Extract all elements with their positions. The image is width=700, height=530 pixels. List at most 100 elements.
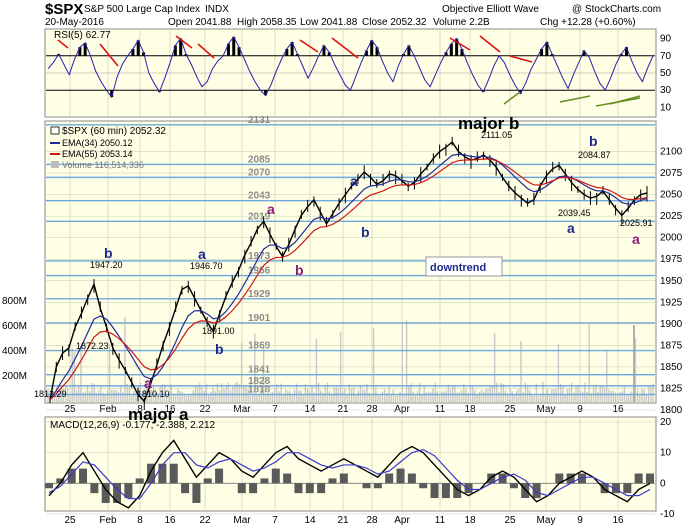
price-line — [49, 141, 648, 403]
downtrend-label: downtrend — [430, 262, 486, 274]
x-tick-label-top: 7 — [272, 404, 278, 415]
close-value: Close 2052.32 — [362, 17, 427, 28]
x-tick-label-top: Mar — [233, 404, 251, 415]
volume-swatch — [51, 161, 59, 168]
macd-histogram-bar — [215, 468, 224, 484]
rsi-tick-label: 70 — [660, 51, 672, 62]
price-tick-label: 2075 — [660, 168, 683, 179]
macd-histogram-bar — [509, 483, 518, 489]
wave-label-a-1: a — [198, 246, 206, 262]
price-tick-label: 1950 — [660, 276, 683, 287]
wave-label-a-3: a — [567, 220, 575, 236]
x-tick-label-bottom: 14 — [304, 515, 316, 526]
macd-histogram-bar — [373, 483, 382, 489]
macd-histogram-bar — [56, 478, 65, 484]
x-tick-label-top: 9 — [577, 404, 583, 415]
x-tick-label-top: 25 — [504, 404, 516, 415]
price-tick-label: 1800 — [660, 405, 683, 416]
macd-histogram-bar — [124, 483, 133, 499]
x-tick-label-bottom: May — [537, 515, 556, 526]
rsi-red-trendline — [449, 37, 471, 51]
wave-label-b-1: b — [104, 245, 113, 261]
rsi-line — [47, 35, 654, 99]
x-tick-label-bottom: 21 — [337, 515, 349, 526]
macd-histogram-bar — [271, 468, 280, 484]
x-tick-label-bottom: 7 — [272, 515, 278, 526]
macd-histogram-bar — [555, 473, 564, 484]
rsi-green-trendline — [609, 95, 641, 105]
macd-tick-label: 20 — [660, 417, 672, 428]
macd-histogram-bar — [169, 463, 178, 484]
x-tick-label-bottom: 9 — [577, 515, 583, 526]
level-label: 1901 — [248, 313, 271, 324]
x-tick-label-bottom: 16 — [164, 515, 176, 526]
wave-label-b-4: b — [589, 133, 598, 149]
price-tick-label: 2025 — [660, 211, 683, 222]
x-tick-label-bottom: 8 — [137, 515, 143, 526]
level-label: 2131 — [248, 115, 271, 126]
open-value: Open 2041.88 — [168, 17, 232, 28]
macd-histogram-bar — [453, 483, 462, 499]
major-b-label: major b — [458, 114, 519, 133]
volume-value: Volume 2.2B — [433, 17, 490, 28]
level-label: 1818 — [248, 384, 271, 395]
level-label: 1828 — [248, 376, 271, 387]
rsi-green-trendline — [503, 91, 521, 105]
price-label-1810: 1810.10 — [137, 389, 170, 399]
level-label: 1929 — [248, 289, 271, 300]
change-value: Chg +12.28 (+0.60%) — [540, 17, 636, 28]
macd-panel — [44, 416, 657, 512]
rsi-red-trendline — [331, 37, 359, 59]
rsi-red-trendline — [197, 43, 215, 59]
x-tick-label-top: Feb — [99, 404, 117, 415]
macd-histogram-bar — [283, 473, 292, 484]
x-tick-label-top: 11 — [435, 404, 446, 415]
price-tick-label: 1850 — [660, 362, 683, 373]
rsi-tick-label: 10 — [660, 102, 672, 113]
rsi-green-trendline — [559, 95, 591, 103]
rsi-tick-label: 50 — [660, 68, 672, 79]
price-label-2039: 2039.45 — [558, 208, 591, 218]
x-tick-label-bottom: 11 — [435, 515, 446, 526]
wave-label-a-2: a — [350, 173, 358, 189]
macd-histogram-bar — [577, 473, 586, 484]
ema55-legend: EMA(55) 2053.14 — [62, 149, 133, 159]
volume-tick-label: 800M — [2, 296, 27, 307]
macd-histogram-bar — [181, 483, 190, 494]
macd-tick-label: 0 — [660, 478, 666, 489]
macd-histogram-bar — [441, 483, 450, 499]
macd-histogram-bar — [339, 473, 348, 484]
macd-line — [48, 439, 651, 509]
x-tick-label-bottom: Apr — [394, 515, 410, 526]
macd-tick-label: -10 — [660, 509, 675, 520]
price-tick-label: 1875 — [660, 340, 683, 351]
x-tick-label-top: 14 — [304, 404, 316, 415]
macd-histogram-bar — [362, 483, 371, 489]
volume-tick-label: 400M — [2, 346, 27, 357]
level-label: 1841 — [248, 365, 271, 376]
price-tick-label: 2000 — [660, 233, 683, 244]
wave-label-b-2: b — [215, 341, 224, 357]
x-tick-label-top: 16 — [612, 404, 624, 415]
macd-histogram-bar — [67, 468, 76, 484]
rsi-red-trendline — [479, 35, 501, 53]
rsi-red-trendline — [175, 35, 193, 49]
wave-label-b-3: b — [361, 224, 370, 240]
level-label: 2019 — [248, 211, 271, 222]
x-tick-label-top: 22 — [199, 404, 211, 415]
price-label-2084: 2084.87 — [578, 150, 611, 160]
macd-histogram-bar — [328, 478, 337, 484]
x-tick-label-top: Apr — [394, 404, 410, 415]
macd-histogram-bar — [396, 468, 405, 484]
macd-histogram-bar — [498, 473, 507, 484]
macd-histogram-bar — [294, 483, 303, 494]
x-tick-label-bottom: 22 — [199, 515, 211, 526]
rsi-title: RSI(5) 62.77 — [54, 30, 111, 41]
x-tick-label-top: 25 — [64, 404, 76, 415]
x-tick-label-top: 8 — [137, 404, 143, 415]
wave-label-a-purple-3: a — [144, 375, 152, 391]
macd-histogram-bar — [79, 468, 88, 484]
price-tick-label: 1825 — [660, 383, 683, 394]
macd-histogram-bar — [430, 483, 439, 499]
